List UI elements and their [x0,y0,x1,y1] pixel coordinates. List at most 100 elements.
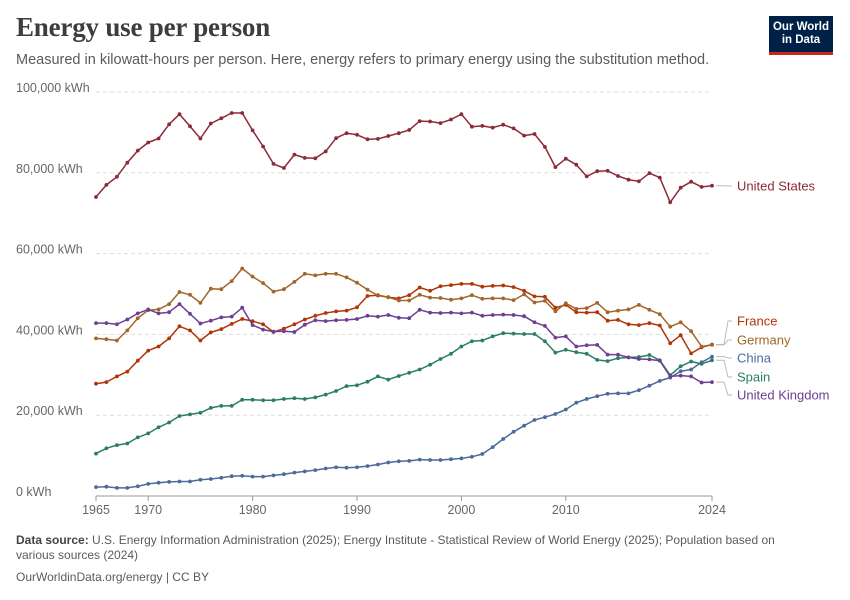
data-point-united-kingdom[interactable] [94,321,98,325]
data-point-china[interactable] [302,469,307,474]
data-point-united-states[interactable] [344,131,349,136]
data-point-china[interactable] [125,486,130,490]
data-point-france[interactable] [522,288,526,293]
data-point-china[interactable] [104,484,109,489]
data-point-france[interactable] [344,308,349,313]
data-point-china[interactable] [616,391,620,396]
data-point-united-kingdom[interactable] [595,343,600,347]
data-point-spain[interactable] [584,351,589,356]
data-point-france[interactable] [668,341,673,346]
data-point-spain[interactable] [417,367,422,372]
data-point-china[interactable] [678,369,683,374]
data-point-spain[interactable] [490,334,495,339]
owid-logo[interactable]: Our World in Data [769,16,833,55]
data-point-germany[interactable] [188,292,192,297]
data-point-china[interactable] [250,474,255,479]
data-point-united-kingdom[interactable] [188,311,192,316]
data-point-germany[interactable] [376,293,380,298]
data-point-germany[interactable] [115,338,119,343]
data-point-france[interactable] [104,380,109,384]
data-point-united-kingdom[interactable] [125,317,130,322]
data-point-united-states[interactable] [386,134,391,138]
data-point-spain[interactable] [396,374,401,378]
data-point-germany[interactable] [344,275,349,280]
data-point-france[interactable] [240,317,245,321]
data-point-germany[interactable] [261,281,265,285]
data-point-united-states[interactable] [376,137,380,141]
data-point-spain[interactable] [208,406,213,410]
data-point-germany[interactable] [417,292,422,297]
data-point-china[interactable] [188,479,192,484]
data-point-united-states[interactable] [584,174,589,179]
data-point-china[interactable] [584,397,589,401]
data-point-spain[interactable] [511,331,516,336]
data-point-china[interactable] [689,367,693,372]
data-point-china[interactable] [156,480,161,485]
data-point-china[interactable] [282,472,286,477]
data-point-spain[interactable] [250,397,255,402]
data-point-germany[interactable] [229,279,234,283]
data-point-united-states[interactable] [574,162,579,167]
data-point-united-states[interactable] [449,117,453,122]
data-point-germany[interactable] [386,295,391,300]
data-point-spain[interactable] [407,370,412,375]
data-point-china[interactable] [595,394,600,399]
data-point-germany[interactable] [240,266,245,271]
data-point-germany[interactable] [219,287,224,292]
data-point-united-kingdom[interactable] [678,373,683,378]
data-point-china[interactable] [480,452,485,456]
data-point-united-kingdom[interactable] [626,355,631,360]
data-point-germany[interactable] [135,316,140,321]
data-point-spain[interactable] [574,350,579,355]
data-point-china[interactable] [637,388,641,393]
data-point-france[interactable] [156,344,161,349]
data-point-united-states[interactable] [417,119,422,123]
data-point-china[interactable] [428,458,432,462]
data-point-united-kingdom[interactable] [438,311,443,315]
data-point-united-kingdom[interactable] [282,329,286,334]
data-point-spain[interactable] [94,451,98,456]
data-point-united-states[interactable] [104,183,109,187]
data-point-spain[interactable] [219,404,224,408]
data-point-france[interactable] [188,328,192,333]
series-label-united-kingdom[interactable]: United Kingdom [737,388,830,403]
data-point-china[interactable] [605,391,610,396]
data-point-china[interactable] [219,475,224,480]
data-point-china[interactable] [344,465,349,470]
data-point-spain[interactable] [177,414,182,418]
data-point-united-states[interactable] [657,175,662,180]
data-point-united-states[interactable] [135,148,140,153]
data-point-united-kingdom[interactable] [167,310,172,315]
data-point-spain[interactable] [386,377,391,382]
data-point-spain[interactable] [459,344,464,349]
data-point-united-states[interactable] [428,119,432,124]
data-point-germany[interactable] [584,306,589,310]
data-point-germany[interactable] [574,307,579,311]
data-point-united-kingdom[interactable] [386,313,391,317]
data-point-france[interactable] [657,323,662,328]
data-point-united-kingdom[interactable] [198,321,203,326]
data-point-spain[interactable] [480,338,485,343]
data-point-france[interactable] [584,310,589,315]
data-point-spain[interactable] [501,331,506,336]
data-point-germany[interactable] [250,274,255,279]
data-point-china[interactable] [657,379,662,383]
data-point-united-states[interactable] [522,133,526,138]
data-point-germany[interactable] [480,296,485,301]
data-point-united-states[interactable] [188,124,192,129]
data-point-united-kingdom[interactable] [302,322,307,327]
data-point-germany[interactable] [490,296,495,301]
data-point-spain[interactable] [334,389,338,393]
data-point-germany[interactable] [313,273,318,278]
data-point-spain[interactable] [313,395,318,400]
data-point-germany[interactable] [699,344,704,349]
data-point-france[interactable] [511,285,516,289]
data-point-spain[interactable] [323,392,328,397]
data-point-china[interactable] [396,459,401,464]
data-point-china[interactable] [229,474,234,479]
data-point-germany[interactable] [323,271,328,276]
data-point-france[interactable] [302,317,307,322]
data-point-united-states[interactable] [302,156,307,160]
data-point-spain[interactable] [302,397,307,401]
data-point-spain[interactable] [438,357,443,361]
